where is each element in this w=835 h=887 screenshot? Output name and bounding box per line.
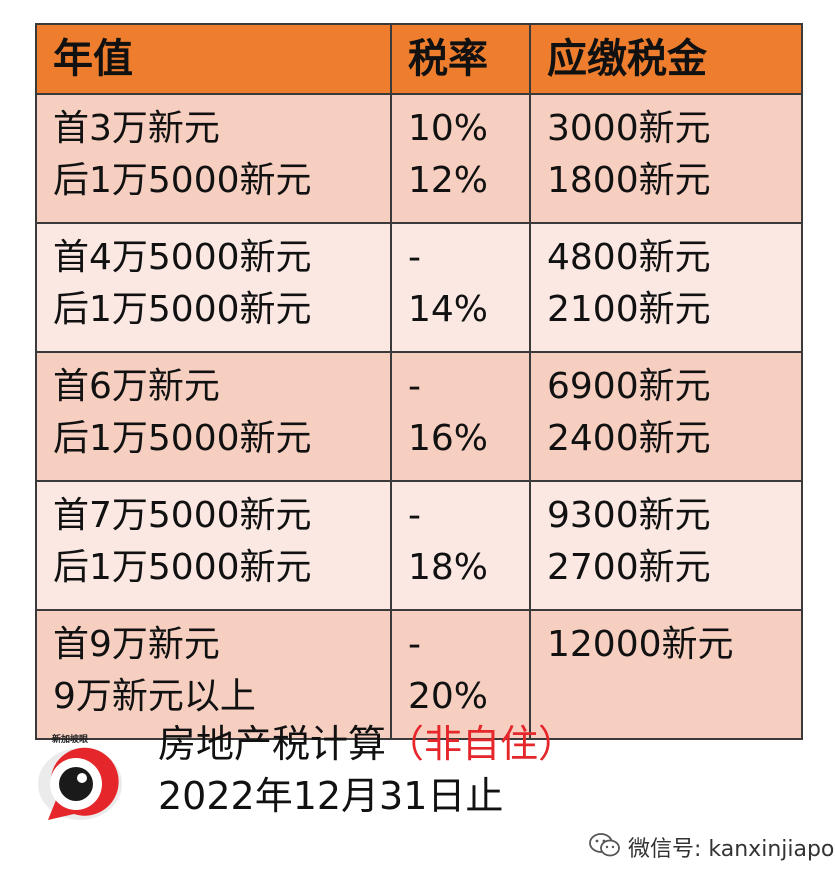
caption-date: 2022年12月31日止: [158, 774, 504, 818]
cell-line: 首6万新元: [53, 366, 220, 407]
cell-line: 18%: [408, 547, 489, 588]
tax-payable-cell: 3000新元 1800新元: [529, 93, 803, 224]
cell-line: -: [408, 237, 421, 278]
cell-line: 后1万5000新元: [53, 418, 312, 459]
caption-highlight: （非自住）: [386, 722, 577, 766]
tax-rate-cell: - 16%: [390, 351, 531, 482]
cell-line: 14%: [408, 289, 489, 330]
annual-value-cell: 首7万5000新元 后1万5000新元: [35, 480, 392, 611]
cell-line: 6900新元: [547, 366, 711, 407]
cell-line: 12000新元: [547, 624, 734, 665]
cell-line: 4800新元: [547, 237, 711, 278]
cell-line: 16%: [408, 418, 489, 459]
watermark: 微信号: kanxinjiapo: [588, 832, 834, 868]
caption: 房地产税计算（非自住） 2022年12月31日止: [158, 718, 576, 822]
table-header-row: 年值 税率 应缴税金: [35, 23, 803, 95]
table-row: 首6万新元 后1万5000新元 - 16% 6900新元 2400新元: [35, 351, 803, 482]
tax-rate-cell: 10% 12%: [390, 93, 531, 224]
cell-line: 首9万新元: [53, 624, 220, 665]
cell-line: -: [408, 495, 421, 536]
header-tax-rate: 税率: [390, 23, 531, 95]
cell-line: 2700新元: [547, 547, 711, 588]
tax-rate-cell: - 14%: [390, 222, 531, 353]
tax-payable-cell: 4800新元 2100新元: [529, 222, 803, 353]
cell-line: -: [408, 624, 421, 665]
header-annual-value: 年值: [35, 23, 392, 95]
cell-line: 1800新元: [547, 160, 711, 201]
cell-line: 9万新元以上: [53, 676, 256, 717]
table-row: 首9万新元 9万新元以上 - 20% 12000新元: [35, 609, 803, 740]
cell-line: 首7万5000新元: [53, 495, 312, 536]
tax-payable-cell: 9300新元 2700新元: [529, 480, 803, 611]
cell-line: 2100新元: [547, 289, 711, 330]
cell-line: 3000新元: [547, 108, 711, 149]
cell-line: -: [408, 366, 421, 407]
eye-speech-bubble-logo: 新加坡眼: [18, 722, 128, 832]
tax-rate-cell: - 20%: [390, 609, 531, 740]
caption-title-line: 房地产税计算（非自住）: [158, 718, 576, 770]
table-row: 首7万5000新元 后1万5000新元 - 18% 9300新元 2700新元: [35, 480, 803, 611]
cell-line: 后1万5000新元: [53, 289, 312, 330]
cell-line: 后1万5000新元: [53, 160, 312, 201]
tax-payable-cell: 12000新元: [529, 609, 803, 740]
cell-line: 20%: [408, 676, 489, 717]
annual-value-cell: 首9万新元 9万新元以上: [35, 609, 392, 740]
table-row: 首3万新元 后1万5000新元 10% 12% 3000新元 1800新元: [35, 93, 803, 224]
annual-value-cell: 首6万新元 后1万5000新元: [35, 351, 392, 482]
cell-line: 2400新元: [547, 418, 711, 459]
cell-line: 10%: [408, 108, 489, 149]
header-tax-payable: 应缴税金: [529, 23, 803, 95]
annual-value-cell: 首3万新元 后1万5000新元: [35, 93, 392, 224]
cell-line: [547, 671, 801, 723]
wechat-icon: [588, 832, 622, 868]
logo-graphic: 新加坡眼: [38, 733, 122, 820]
cell-line: 后1万5000新元: [53, 547, 312, 588]
cell-line: 12%: [408, 160, 489, 201]
cell-line: 首3万新元: [53, 108, 220, 149]
property-tax-table: 年值 税率 应缴税金 首3万新元 后1万5000新元 10% 12% 3000新…: [35, 23, 803, 740]
logo-text: 新加坡眼: [52, 733, 88, 745]
annual-value-cell: 首4万5000新元 后1万5000新元: [35, 222, 392, 353]
tax-payable-cell: 6900新元 2400新元: [529, 351, 803, 482]
watermark-text: 微信号: kanxinjiapo: [628, 837, 835, 862]
table-row: 首4万5000新元 后1万5000新元 - 14% 4800新元 2100新元: [35, 222, 803, 353]
caption-title: 房地产税计算: [158, 722, 387, 766]
cell-line: 首4万5000新元: [53, 237, 312, 278]
tax-rate-cell: - 18%: [390, 480, 531, 611]
cell-line: 9300新元: [547, 495, 711, 536]
